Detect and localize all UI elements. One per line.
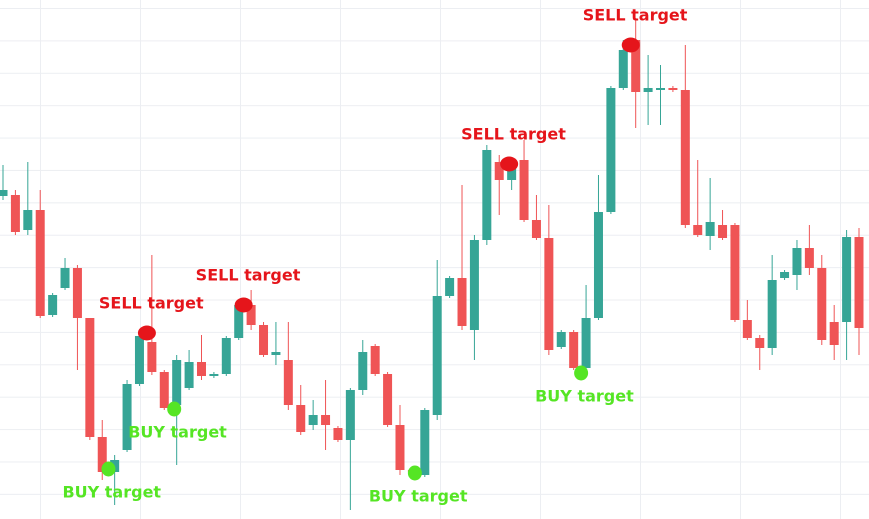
candle-body (705, 222, 715, 236)
candle-body (817, 268, 827, 340)
candle-body (246, 305, 256, 325)
candle-body (842, 237, 852, 322)
candle-body (668, 88, 678, 90)
candle-body (593, 212, 603, 318)
candle-body (333, 428, 343, 440)
candle-body (296, 405, 306, 432)
candle-body (680, 90, 690, 225)
candle-body (631, 40, 641, 92)
target-label: SELL target (583, 6, 688, 25)
candle-body (569, 332, 579, 368)
target-dot (621, 37, 640, 53)
candle-body (259, 325, 269, 355)
candle-body (184, 362, 194, 388)
target-dot (101, 461, 116, 477)
candle-body (507, 165, 517, 180)
target-label: BUY target (62, 483, 161, 502)
candle-body (395, 425, 405, 470)
target-label: BUY target (128, 423, 227, 442)
candle-body (420, 410, 430, 475)
candle-body (643, 88, 653, 92)
candle-body (432, 296, 442, 415)
candle-body (482, 150, 492, 240)
candle-body (767, 280, 777, 348)
target-label: BUY target (535, 387, 634, 406)
candle-body (742, 320, 752, 338)
candle-body (370, 346, 380, 374)
candle-body (656, 88, 666, 90)
candle-body (618, 50, 628, 88)
candle-body (209, 374, 219, 376)
candle-body (445, 278, 455, 296)
candle-body (85, 318, 95, 437)
candle-body (519, 160, 529, 220)
target-label: SELL target (196, 266, 301, 285)
candle-body (72, 268, 82, 318)
target-dot (407, 465, 422, 481)
target-dot (234, 297, 253, 313)
target-dot (137, 325, 156, 341)
candle-body (234, 305, 244, 338)
candle-body (718, 225, 728, 238)
candle-body (531, 220, 541, 238)
candle-body (308, 415, 318, 425)
candle-body (755, 338, 765, 348)
candle-body (494, 162, 504, 180)
candle-body (122, 384, 132, 450)
candle-body (134, 336, 144, 384)
candle-body (556, 332, 566, 347)
candle-body (829, 322, 839, 345)
candle-body (804, 248, 814, 268)
candle-body (544, 238, 554, 350)
candle-body (23, 210, 33, 230)
candle-body (147, 342, 157, 372)
candle-body (693, 225, 703, 235)
candle-body (383, 374, 393, 425)
target-dot (167, 401, 182, 417)
candle-body (172, 360, 182, 405)
candle-body (345, 390, 355, 440)
target-dot (574, 365, 589, 381)
candle-body (730, 225, 740, 320)
candle-body (35, 210, 45, 316)
candle-body (196, 362, 206, 376)
candle-body (469, 240, 479, 330)
candle-body (854, 237, 864, 328)
target-label: BUY target (369, 487, 468, 506)
candle-body (780, 272, 790, 278)
candle-body (159, 372, 169, 408)
candle-body (60, 268, 70, 288)
candle-body (0, 190, 8, 196)
target-label: SELL target (461, 125, 566, 144)
candle-body (321, 415, 331, 425)
candle-body (271, 352, 281, 355)
candle-body (792, 248, 802, 275)
target-label: SELL target (99, 294, 204, 313)
candle-body (48, 295, 58, 315)
candle-body (97, 437, 107, 472)
candle-body (606, 88, 616, 212)
candle-body (221, 338, 231, 374)
candle-body (581, 318, 591, 368)
target-dot (500, 156, 519, 172)
candle-body (283, 360, 293, 405)
candle-body (358, 352, 368, 390)
candle-body (10, 195, 20, 232)
candle-body (457, 278, 467, 326)
